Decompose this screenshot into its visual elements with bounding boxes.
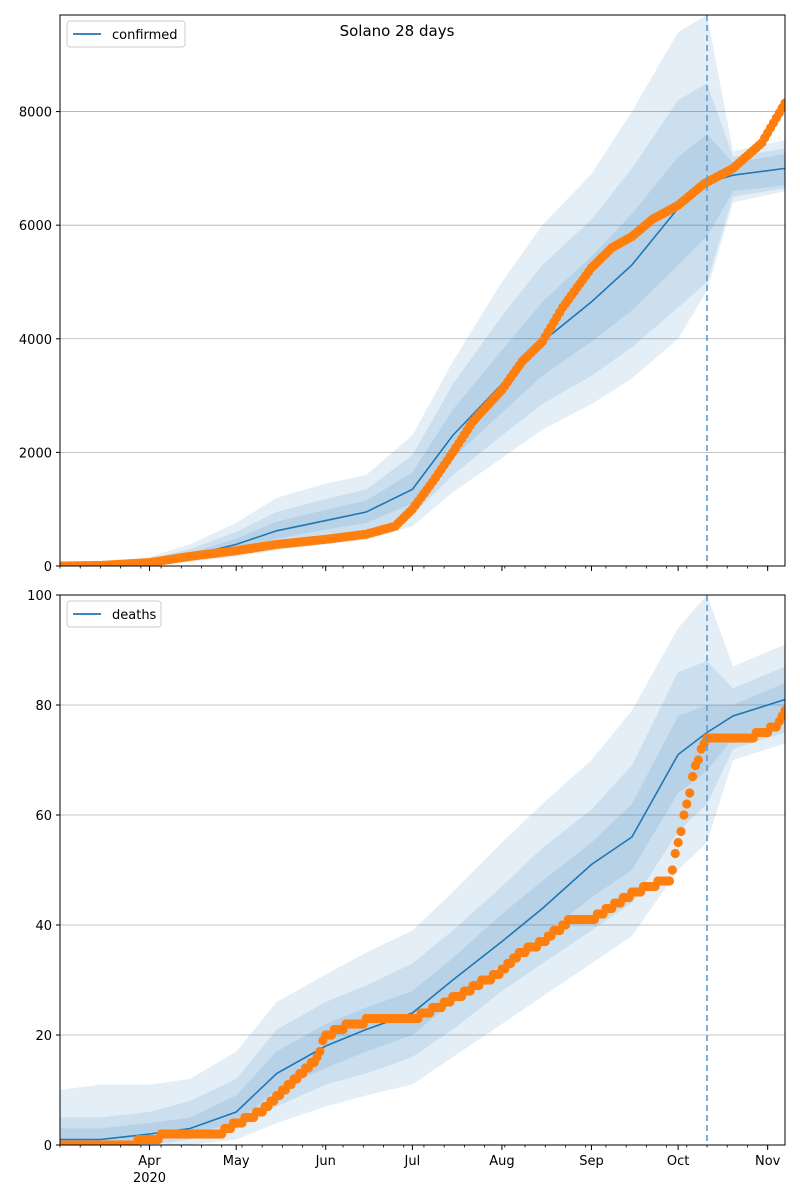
observed-point bbox=[670, 848, 680, 859]
observed-points bbox=[60, 705, 785, 1145]
plot-area bbox=[60, 15, 785, 566]
y-tick-label: 0 bbox=[44, 1139, 52, 1154]
y-tick-label: 80 bbox=[35, 699, 52, 714]
observed-point bbox=[780, 705, 785, 716]
x-tick-label: Nov bbox=[755, 1154, 781, 1169]
uncertainty-band3 bbox=[60, 595, 785, 1145]
y-tick-label: 60 bbox=[35, 809, 52, 824]
legend: deaths bbox=[66, 600, 162, 628]
x-tick-label: Aug bbox=[489, 1154, 514, 1169]
observed-point bbox=[676, 826, 686, 837]
legend-box bbox=[66, 600, 162, 628]
legend-label: confirmed bbox=[112, 28, 178, 43]
observed-point bbox=[780, 98, 785, 108]
uncertainty-band2 bbox=[60, 661, 785, 1145]
observed-point bbox=[685, 788, 695, 798]
observed-point bbox=[682, 799, 692, 809]
legend: confirmed bbox=[66, 20, 186, 48]
observed-point bbox=[687, 771, 698, 782]
chart-title: Solano 28 days bbox=[340, 22, 455, 40]
observed-points bbox=[60, 98, 785, 566]
observed-point bbox=[664, 876, 675, 886]
series-deaths-line bbox=[60, 698, 785, 1141]
x-tick-label: May bbox=[223, 1154, 250, 1169]
observed-point bbox=[693, 755, 703, 765]
y-tick-label: 2000 bbox=[19, 446, 52, 461]
y-tick-label: 6000 bbox=[19, 219, 52, 234]
x-tick-label: Jul bbox=[404, 1154, 421, 1169]
plot-area bbox=[60, 595, 785, 1145]
uncertainty-band2 bbox=[60, 83, 785, 566]
observed-point bbox=[315, 1046, 325, 1057]
y-tick-label: 20 bbox=[35, 1029, 52, 1044]
x-tick-label: Oct bbox=[667, 1154, 689, 1169]
x-tick-label: Jun bbox=[315, 1154, 336, 1169]
observed-point bbox=[673, 837, 683, 848]
legend-box bbox=[66, 20, 186, 48]
y-tick-label: 4000 bbox=[19, 333, 52, 348]
x-tick-label: Sep bbox=[579, 1154, 604, 1169]
axes-frame bbox=[59, 594, 786, 1146]
y-tick-label: 8000 bbox=[19, 106, 52, 121]
x-tick-label: Apr bbox=[138, 1154, 161, 1169]
y-tick-label: 0 bbox=[44, 560, 52, 575]
y-tick-label: 40 bbox=[35, 919, 52, 934]
y-tick-label: 100 bbox=[27, 589, 52, 604]
observed-point bbox=[667, 865, 677, 875]
confirmed-panel: 0 2000 4000 6000 8000 confirmed Solano 28 days bbox=[19, 14, 786, 575]
axes-frame bbox=[59, 14, 786, 567]
deaths-panel: 0 20 40 60 80 100 Apr May Jun Jul Aug Sep Oct Nov 2020… bbox=[27, 589, 786, 1186]
uncertainty-band3 bbox=[60, 15, 785, 566]
legend-label: deaths bbox=[112, 608, 157, 623]
x-tick-year-label: 2020 bbox=[133, 1171, 166, 1186]
observed-point bbox=[679, 810, 689, 820]
